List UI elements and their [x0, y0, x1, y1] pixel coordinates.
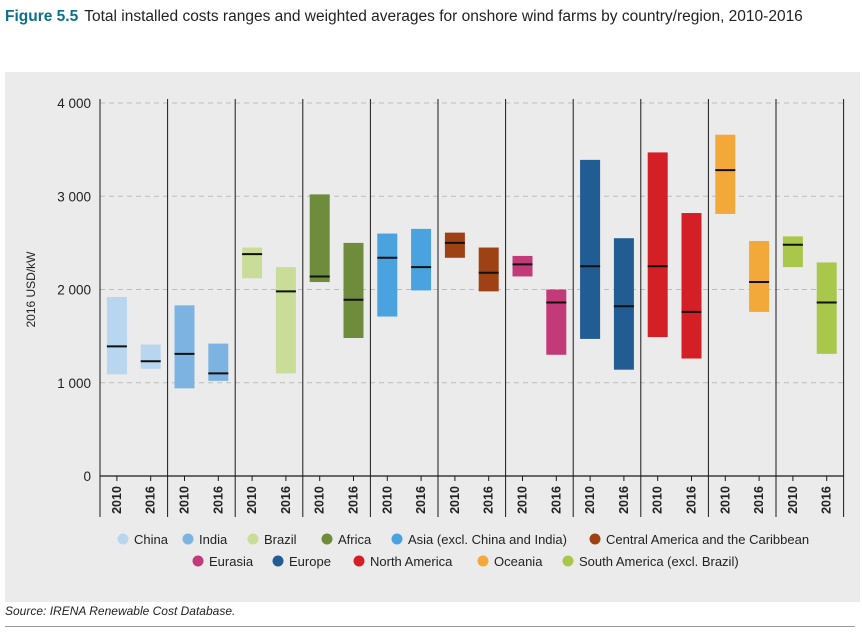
legend-swatch	[391, 533, 403, 545]
figure-title-text: Total installed costs ranges and weighte…	[84, 8, 803, 25]
x-tick-label: 2010	[786, 486, 800, 514]
range-bar	[208, 343, 229, 381]
source-note: Source: IRENA Renewable Cost Database.	[5, 604, 236, 618]
range-bar	[174, 305, 195, 389]
legend-label: South America (excl. Brazil)	[579, 554, 739, 569]
legend-label: China	[134, 532, 169, 547]
y-tick-label: 3 000	[57, 189, 91, 204]
x-tick-label: 2016	[144, 486, 158, 514]
x-tick-label: 2016	[211, 486, 225, 514]
legend-label: Europe	[289, 554, 331, 569]
legend-swatch	[477, 555, 489, 567]
legend-label: Asia (excl. China and India)	[408, 532, 567, 547]
y-axis-label: 2016 USD/kW	[24, 251, 38, 328]
legend-swatch	[182, 533, 194, 545]
legend-label: Oceania	[494, 554, 543, 569]
range-bar	[782, 236, 803, 268]
range-bar	[343, 242, 364, 338]
range-bar	[512, 255, 533, 277]
x-tick-label: 2010	[651, 486, 665, 514]
x-tick-label: 2010	[110, 486, 124, 514]
legend-swatch	[117, 533, 129, 545]
range-bar	[613, 238, 634, 370]
x-tick-label: 2010	[380, 486, 394, 514]
legend-label: Eurasia	[209, 554, 254, 569]
x-tick-label: 2016	[549, 486, 563, 514]
x-tick-label: 2010	[313, 486, 327, 514]
x-tick-label: 2016	[414, 486, 428, 514]
legend-swatch	[562, 555, 574, 567]
legend-label: North America	[370, 554, 453, 569]
range-bar	[816, 262, 837, 354]
x-tick-label: 2016	[279, 486, 293, 514]
range-bar-chart: 0 1 000 2 000 3 000 4 000 2016 USD/kW 2010 2016…	[24, 96, 845, 569]
range-bar	[749, 241, 770, 312]
y-tick-label: 2 000	[57, 283, 91, 298]
range-bar	[242, 247, 263, 279]
legend-swatch	[321, 533, 333, 545]
x-tick-label: 2010	[516, 486, 530, 514]
bottom-divider	[5, 626, 855, 627]
range-bar	[411, 228, 432, 291]
x-tick-label: 2016	[482, 486, 496, 514]
range-bar	[140, 344, 161, 369]
x-tick-label: 2010	[718, 486, 732, 514]
x-tick-label: 2010	[178, 486, 192, 514]
legend-swatch	[192, 555, 204, 567]
range-bar	[106, 296, 127, 375]
range-bar	[580, 159, 601, 339]
range-bar	[444, 232, 465, 258]
figure-label: Figure 5.5	[5, 8, 79, 25]
legend-swatch	[353, 555, 365, 567]
x-tick-label: 2010	[583, 486, 597, 514]
range-bar	[647, 152, 668, 338]
range-bar	[309, 194, 330, 283]
x-tick-label: 2016	[347, 486, 361, 514]
legend-swatch	[589, 533, 601, 545]
figure-title: Figure 5.5 Total installed costs ranges a…	[5, 6, 855, 28]
y-tick-label: 1 000	[57, 376, 91, 391]
legend-label: Brazil	[264, 532, 297, 547]
range-bar	[275, 267, 296, 374]
legend-label: Central America and the Caribbean	[606, 532, 809, 547]
chart-panel: 0 1 000 2 000 3 000 4 000 2016 USD/kW 2010 2016…	[5, 72, 860, 602]
range-bar	[377, 233, 398, 317]
x-tick-label: 2010	[448, 486, 462, 514]
legend-label: Africa	[338, 532, 372, 547]
legend-swatch	[247, 533, 259, 545]
x-tick-label: 2016	[820, 486, 834, 514]
range-bar	[681, 213, 702, 359]
range-bar	[546, 289, 567, 355]
y-tick-label: 4 000	[57, 96, 91, 111]
range-bar	[478, 247, 499, 292]
legend-label: India	[199, 532, 228, 547]
x-tick-label: 2016	[685, 486, 699, 514]
x-tick-label: 2010	[245, 486, 259, 514]
range-bar	[715, 134, 736, 214]
x-tick-label: 2016	[617, 486, 631, 514]
y-tick-label: 0	[83, 469, 91, 484]
x-tick-label: 2016	[752, 486, 766, 514]
legend-swatch	[272, 555, 284, 567]
